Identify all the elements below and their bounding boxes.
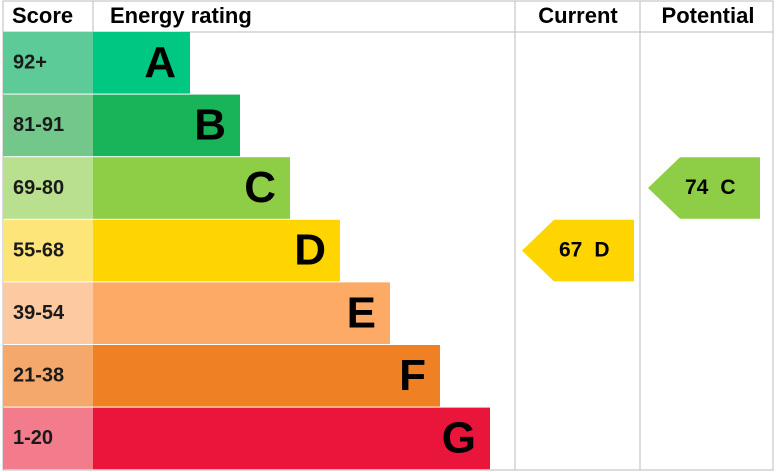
band-letter: G [442,414,476,463]
rating-bar [93,219,340,282]
header-current: Current [538,3,618,28]
band-letter: E [347,288,376,337]
potential-letter: C [720,176,735,199]
score-cell [3,407,93,470]
rating-bar [93,407,490,470]
score-label: 69-80 [13,177,64,199]
score-label: 39-54 [13,302,65,324]
potential-label: 74 C [685,176,736,199]
current-letter: D [594,238,609,261]
score-cell [3,345,93,407]
current-label: 67 D [559,238,610,261]
band-letter: A [144,38,176,87]
score-cell [3,94,93,157]
score-label: 21-38 [13,365,64,387]
band-letter: B [194,101,226,150]
header-rating: Energy rating [110,3,252,28]
score-cell [3,32,93,94]
header-potential: Potential [662,3,755,28]
score-cell [3,157,93,219]
score-cell [3,282,93,344]
score-label: 81-91 [13,114,64,136]
score-label: 1-20 [13,427,53,449]
potential-value: 74 [685,176,709,199]
score-cell [3,219,93,282]
score-label: 92+ [13,52,47,74]
current-value: 67 [559,238,582,261]
rating-bar [93,345,440,407]
score-label: 55-68 [13,239,64,261]
band-letter: D [294,226,326,275]
rating-bar [93,32,190,94]
header-score: Score [12,3,73,28]
potential-arrow [648,157,760,219]
band-letter: F [399,351,426,400]
rating-bar [93,282,390,344]
rating-bar [93,94,240,157]
rating-bar [93,157,290,219]
current-arrow [522,219,634,282]
band-letter: C [244,163,276,212]
